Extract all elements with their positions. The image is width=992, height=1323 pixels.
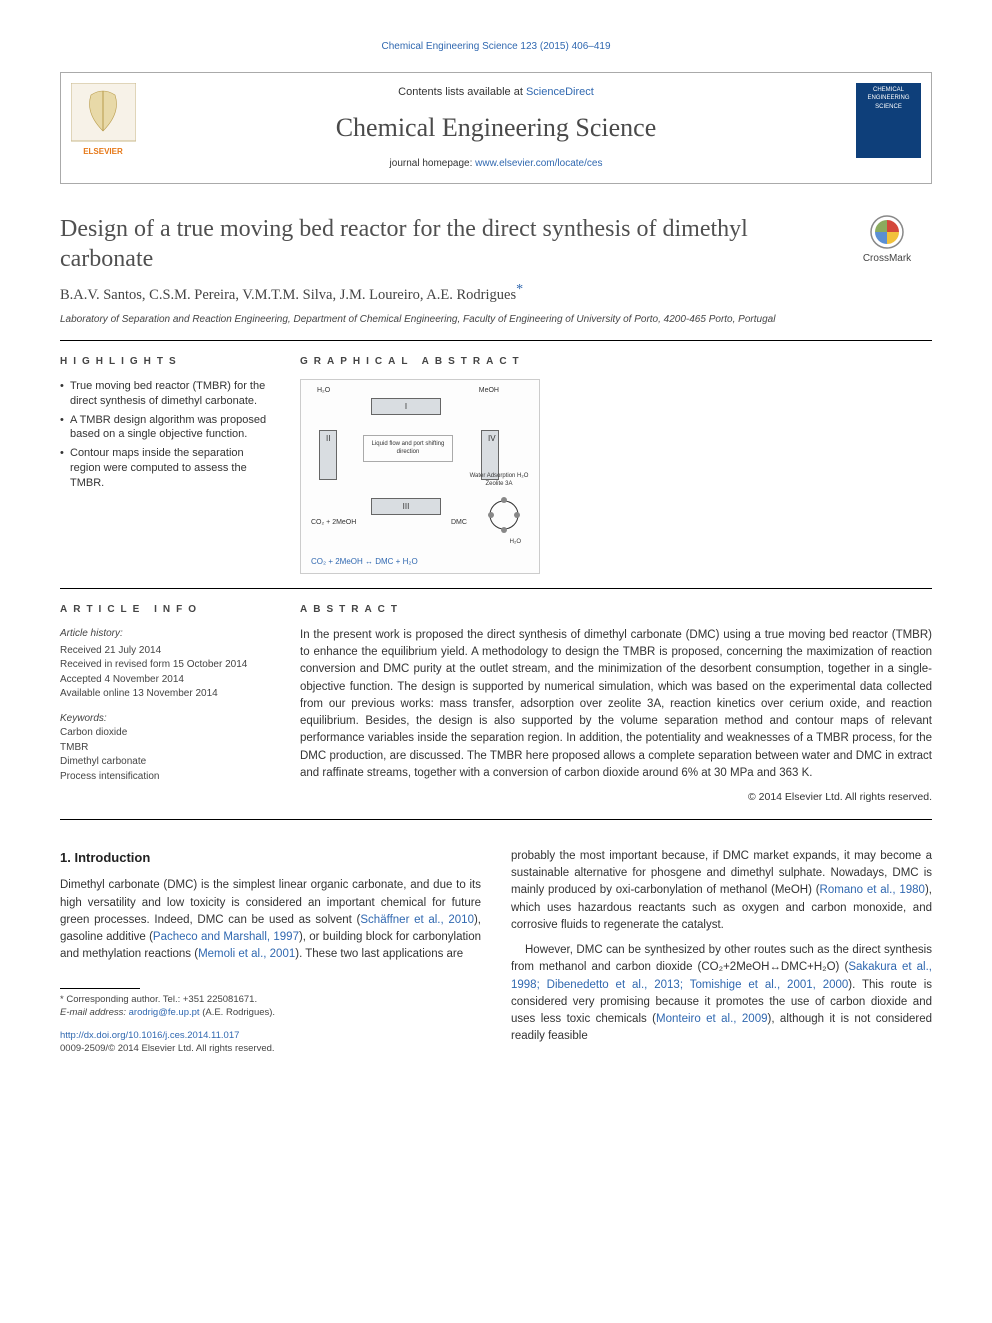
svg-text:ELSEVIER: ELSEVIER (83, 147, 123, 156)
graphical-abstract-figure: H₂O MeOH I II IV III Liquid flow and por… (300, 379, 540, 574)
divider (60, 819, 932, 820)
author-list: B.A.V. Santos, C.S.M. Pereira, V.M.T.M. … (60, 287, 516, 303)
ga-label-h2o: H₂O (317, 386, 330, 396)
divider (60, 588, 932, 589)
footer-ids: http://dx.doi.org/10.1016/j.ces.2014.11.… (60, 1029, 481, 1056)
article-info-label: ARTICLE INFO (60, 603, 270, 618)
highlight-item: Contour maps inside the separation regio… (60, 446, 270, 491)
graphical-abstract-label: GRAPHICAL ABSTRACT (300, 355, 932, 369)
homepage-prefix: journal homepage: (390, 158, 476, 169)
info-abstract-row: ARTICLE INFO Article history: Received 2… (60, 603, 932, 805)
crossmark-label: CrossMark (863, 253, 911, 264)
highlights-ga-row: HIGHLIGHTS True moving bed reactor (TMBR… (60, 355, 932, 574)
email-footnote: E-mail address: arodrig@fe.up.pt (A.E. R… (60, 1006, 481, 1019)
contents-prefix: Contents lists available at (398, 86, 526, 98)
ga-label-meoh: MeOH (479, 386, 499, 396)
ga-zone-1: I (371, 398, 441, 415)
elsevier-logo: ELSEVIER (71, 83, 136, 158)
keywords-head: Keywords: (60, 712, 270, 727)
crossmark-badge[interactable]: CrossMark (842, 214, 932, 266)
authors: B.A.V. Santos, C.S.M. Pereira, V.M.T.M. … (60, 280, 932, 305)
keyword: Carbon dioxide (60, 726, 270, 741)
corr-footnote: * Corresponding author. Tel.: +351 22508… (60, 993, 481, 1006)
journal-cover-icon: CHEMICAL ENGINEERING SCIENCE (856, 83, 921, 158)
ga-zeolite-label: Water Adsorption H₂O Zeolite 3A (463, 472, 535, 489)
citation-link[interactable]: Schäffner et al., 2010 (360, 914, 474, 926)
citation-link[interactable]: Romano et al., 1980 (820, 884, 925, 896)
issn-line: 0009-2509/© 2014 Elsevier Ltd. All right… (60, 1043, 275, 1054)
article-info-block: ARTICLE INFO Article history: Received 2… (60, 603, 270, 805)
homepage-line: journal homepage: www.elsevier.com/locat… (61, 157, 931, 171)
abstract-label: ABSTRACT (300, 603, 932, 617)
abstract-block: ABSTRACT In the present work is proposed… (300, 603, 932, 805)
keyword: TMBR (60, 741, 270, 756)
ga-co2meoh: CO₂ + 2MeOH (311, 518, 356, 528)
doi-link[interactable]: http://dx.doi.org/10.1016/j.ces.2014.11.… (60, 1030, 239, 1041)
email-link[interactable]: arodrig@fe.up.pt (129, 1007, 200, 1018)
history-head: Article history: (60, 627, 270, 642)
body-col-left: 1. Introduction Dimethyl carbonate (DMC)… (60, 848, 481, 1056)
sciencedirect-link[interactable]: ScienceDirect (526, 86, 594, 98)
corresponding-marker: * (516, 282, 523, 297)
highlights-block: HIGHLIGHTS True moving bed reactor (TMBR… (60, 355, 270, 574)
highlight-item: True moving bed reactor (TMBR) for the d… (60, 379, 270, 409)
homepage-link[interactable]: www.elsevier.com/locate/ces (475, 158, 602, 169)
history-received: Received 21 July 2014 (60, 644, 270, 659)
footnotes: * Corresponding author. Tel.: +351 22508… (60, 988, 481, 1020)
ga-dmc: DMC (451, 518, 467, 528)
highlight-item: A TMBR design algorithm was proposed bas… (60, 413, 270, 443)
body-columns: 1. Introduction Dimethyl carbonate (DMC)… (60, 848, 932, 1056)
citation-link[interactable]: Monteiro et al., 2009 (656, 1013, 768, 1025)
citation-link[interactable]: Memoli et al., 2001 (198, 948, 295, 960)
ga-zone-2: II (319, 430, 337, 480)
running-head: Chemical Engineering Science 123 (2015) … (60, 40, 932, 54)
history-online: Available online 13 November 2014 (60, 687, 270, 702)
paragraph: Dimethyl carbonate (DMC) is the simplest… (60, 877, 481, 963)
journal-header: ELSEVIER CHEMICAL ENGINEERING SCIENCE Co… (60, 72, 932, 184)
body-col-right: probably the most important because, if … (511, 848, 932, 1056)
keyword: Dimethyl carbonate (60, 755, 270, 770)
ga-zone-3: III (371, 498, 441, 515)
cover-text: CHEMICAL ENGINEERING SCIENCE (859, 86, 918, 111)
ga-cycle-icon (479, 490, 529, 540)
highlights-list: True moving bed reactor (TMBR) for the d… (60, 379, 270, 491)
citation-link[interactable]: Pacheco and Marshall, 1997 (153, 931, 299, 943)
ga-equation: CO₂ + 2MeOH ↔ DMC + H₂O (311, 556, 418, 567)
history-accepted: Accepted 4 November 2014 (60, 673, 270, 688)
ga-center-label: Liquid flow and port shifting direction (363, 435, 453, 462)
journal-title: Chemical Engineering Science (61, 110, 931, 146)
divider (60, 340, 932, 341)
section-heading: 1. Introduction (60, 848, 481, 868)
abstract-copyright: © 2014 Elsevier Ltd. All rights reserved… (300, 790, 932, 805)
affiliation: Laboratory of Separation and Reaction En… (60, 313, 932, 326)
article-title: Design of a true moving bed reactor for … (60, 214, 842, 274)
contents-line: Contents lists available at ScienceDirec… (61, 85, 931, 100)
keyword: Process intensification (60, 770, 270, 785)
article-title-row: Design of a true moving bed reactor for … (60, 214, 932, 274)
graphical-abstract-block: GRAPHICAL ABSTRACT H₂O MeOH I II IV III … (300, 355, 932, 574)
paragraph: However, DMC can be synthesized by other… (511, 942, 932, 1046)
running-head-link[interactable]: Chemical Engineering Science 123 (2015) … (381, 41, 610, 52)
ga-h2o-small: H₂O (510, 538, 521, 546)
history-revised: Received in revised form 15 October 2014 (60, 658, 270, 673)
paragraph: probably the most important because, if … (511, 848, 932, 934)
abstract-text: In the present work is proposed the dire… (300, 627, 932, 782)
highlights-label: HIGHLIGHTS (60, 355, 270, 369)
